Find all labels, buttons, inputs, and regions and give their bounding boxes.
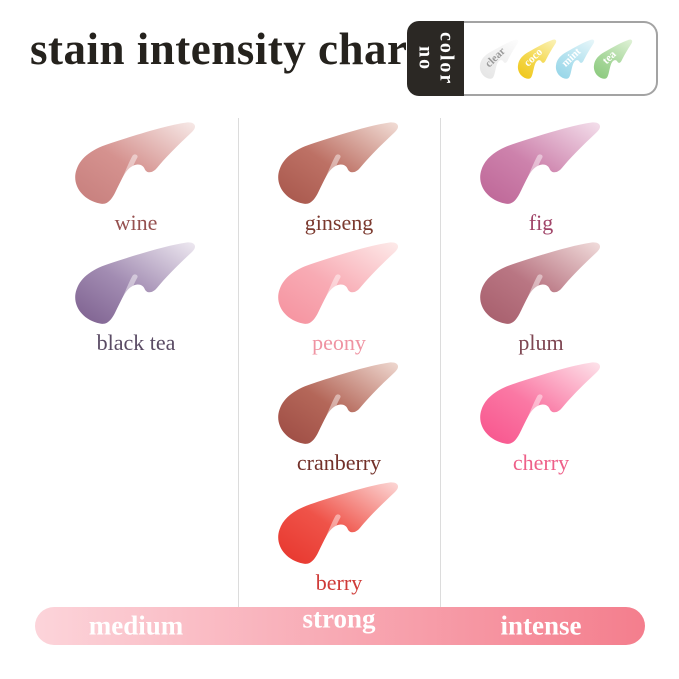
swatch-label-wine: wine: [114, 210, 158, 235]
swatch-cell-wine: wine: [51, 118, 221, 236]
fig-smear-swatch: [480, 122, 601, 204]
no-color-badge: no color clear: [407, 21, 658, 96]
no-color-label-line1: no: [414, 45, 437, 72]
no-color-label-line2: color: [435, 31, 458, 86]
swatch-cell-black-tea: black tea: [51, 238, 221, 356]
swatch-label-fig: fig: [528, 210, 554, 235]
berry-smear-swatch: [278, 482, 399, 564]
swatch-cell-peony: peony: [254, 238, 424, 356]
wine-smear-swatch: [75, 122, 196, 204]
swatch-label-black-tea: black tea: [96, 330, 176, 355]
swatch-cell-cranberry: cranberry: [254, 358, 424, 476]
no-color-swatches: clear coco: [464, 21, 658, 96]
swatch-label-peony: peony: [312, 330, 366, 355]
swatch-cell-fig: fig: [456, 118, 626, 236]
swatch-label-cherry: cherry: [512, 450, 570, 475]
ginseng-smear-swatch: [278, 122, 399, 204]
intensity-label-strong: strong: [302, 603, 376, 634]
tea-mini-swatch: tea: [587, 32, 641, 84]
swatch-label-plum: plum: [518, 330, 564, 355]
column-divider-1: [238, 118, 239, 608]
swatch-cell-berry: berry: [254, 478, 424, 596]
peony-smear-swatch: [278, 242, 399, 324]
intensity-bar: medium strong intense: [35, 603, 645, 645]
page-title: stain intensity chart: [30, 24, 423, 74]
swatch-cell-ginseng: ginseng: [254, 118, 424, 236]
swatch-label-cranberry: cranberry: [296, 450, 382, 475]
black-tea-smear-swatch: [75, 242, 196, 324]
intensity-label-medium: medium: [88, 610, 184, 641]
intensity-label-intense: intense: [500, 610, 582, 641]
cranberry-smear-swatch: [278, 362, 399, 444]
swatch-cell-plum: plum: [456, 238, 626, 356]
swatch-label-berry: berry: [315, 570, 363, 595]
swatch-cell-cherry: cherry: [456, 358, 626, 476]
plum-smear-swatch: [480, 242, 601, 324]
no-color-label: no color: [407, 21, 464, 96]
swatch-label-ginseng: ginseng: [304, 210, 374, 235]
column-divider-2: [440, 118, 441, 608]
cherry-smear-swatch: [480, 362, 601, 444]
